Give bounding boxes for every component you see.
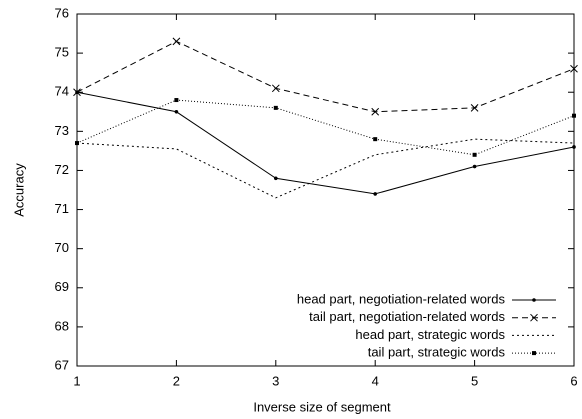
legend-marker [532, 351, 536, 356]
y-tick-label: 73 [55, 123, 69, 138]
point [572, 113, 576, 118]
legend-label: head part, strategic words [355, 327, 505, 342]
point [570, 64, 578, 73]
x-tick-label: 4 [372, 373, 379, 388]
y-tick-label: 76 [55, 5, 69, 20]
point [273, 105, 278, 110]
x-tick-label: 5 [471, 373, 478, 388]
y-tick-label: 72 [55, 162, 69, 177]
y-tick-label: 71 [55, 201, 69, 216]
legend-label: tail part, negotiation-related words [309, 309, 505, 324]
plot-frame [76, 13, 575, 367]
point [73, 88, 81, 97]
legend-marker [530, 313, 538, 322]
x-tick-label: 3 [272, 373, 279, 388]
point [172, 37, 181, 46]
point [174, 109, 179, 114]
legend-marker [532, 298, 536, 302]
legend-label: head part, negotiation-related words [297, 291, 506, 306]
y-tick-label: 75 [55, 45, 69, 60]
point [373, 137, 378, 142]
point [271, 84, 280, 93]
point [572, 145, 576, 149]
x-tick-label: 1 [73, 373, 80, 388]
y-axis-label: Accuracy [11, 163, 26, 217]
point [371, 107, 380, 116]
y-tick-label: 74 [55, 84, 69, 99]
series-line [76, 40, 575, 113]
point [274, 176, 278, 181]
x-tick-label: 6 [570, 373, 577, 388]
x-axis-label: Inverse size of segment [253, 399, 391, 414]
point [75, 141, 79, 146]
y-tick-label: 68 [55, 318, 69, 333]
point [373, 192, 378, 196]
x-tick-label: 2 [173, 373, 180, 388]
series-line [76, 99, 575, 156]
point [472, 152, 477, 157]
point [472, 164, 477, 169]
y-tick-label: 70 [55, 240, 69, 255]
point [470, 104, 479, 112]
series-line [76, 91, 575, 195]
y-tick-label: 69 [55, 279, 69, 294]
point [174, 98, 179, 103]
legend-label: tail part, strategic words [368, 345, 506, 360]
y-tick-label: 67 [55, 357, 69, 372]
series-line [76, 138, 575, 199]
